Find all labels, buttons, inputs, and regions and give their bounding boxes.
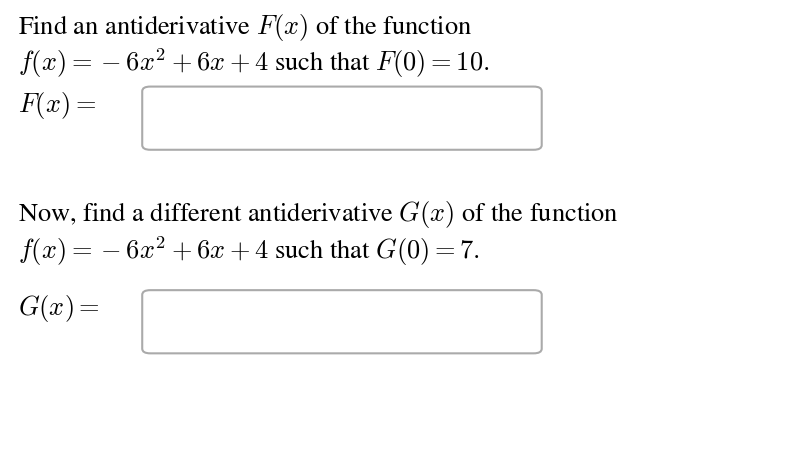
Text: Now, find a different antiderivative $G(x)$ of the function: Now, find a different antiderivative $G(… — [18, 199, 618, 230]
Text: $f(x) = -6x^2 + 6x + 4$ such that $F(0) = 10.$: $f(x) = -6x^2 + 6x + 4$ such that $F(0) … — [18, 47, 489, 80]
Text: Find an antiderivative $F(x)$ of the function: Find an antiderivative $F(x)$ of the fun… — [18, 12, 471, 43]
Text: $F(x) =$: $F(x) =$ — [18, 90, 96, 121]
FancyBboxPatch shape — [142, 290, 542, 353]
Text: $f(x) = -6x^2 + 6x + 4$ such that $G(0) = 7.$: $f(x) = -6x^2 + 6x + 4$ such that $G(0) … — [18, 234, 479, 268]
FancyBboxPatch shape — [142, 87, 542, 150]
Text: $G(x) =$: $G(x) =$ — [18, 293, 100, 324]
